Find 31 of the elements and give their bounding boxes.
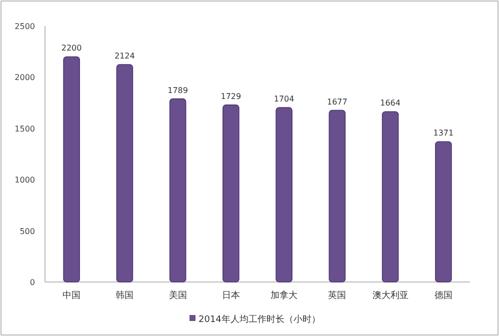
x-tick-label: 英国: [328, 290, 346, 301]
bar: [435, 141, 452, 282]
bar: [222, 104, 240, 282]
data-label: 2200: [61, 44, 82, 53]
legend-label: 2014年人均工作时长（小时）: [198, 314, 320, 325]
y-tick-label: 0: [30, 278, 35, 287]
x-tick-label: 日本: [222, 290, 240, 301]
y-tick-label: 1000: [14, 176, 35, 185]
x-tick-label: 韩国: [116, 290, 134, 301]
x-tick-label: 加拿大: [270, 290, 298, 301]
bar: [169, 98, 186, 282]
bar: [63, 56, 80, 282]
data-label: 2124: [114, 52, 135, 60]
x-tick-label: 澳大利亚: [372, 290, 408, 301]
y-tick-label: 2500: [14, 22, 35, 31]
x-tick-label: 德国: [434, 290, 452, 301]
bar: [328, 110, 346, 282]
y-tick-label: 1500: [14, 124, 35, 134]
x-tick-label: 美国: [168, 290, 187, 301]
bar: [116, 64, 134, 282]
x-tick-label: 中国: [62, 290, 81, 301]
data-label: 1371: [433, 128, 454, 138]
bar: [382, 111, 399, 282]
data-label: 1704: [274, 94, 294, 104]
data-label: 1677: [327, 97, 348, 106]
y-tick-label: 2000: [14, 73, 35, 82]
bar: [276, 107, 292, 282]
data-label: 1729: [220, 92, 242, 101]
y-tick-label: 500: [20, 226, 35, 236]
data-label: 1664: [380, 98, 400, 108]
data-label: 1789: [168, 86, 188, 95]
